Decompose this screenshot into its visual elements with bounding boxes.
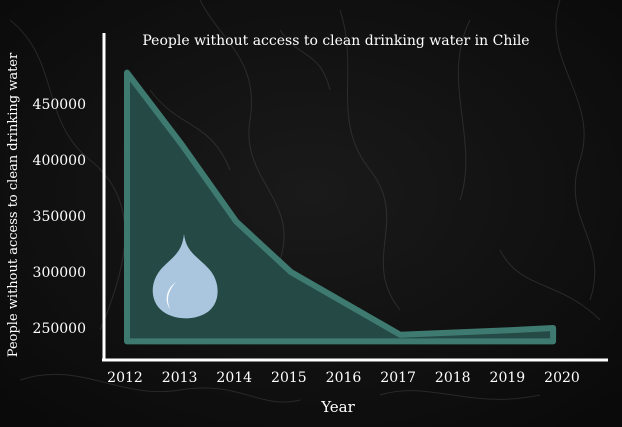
x-tick-label: 2018 bbox=[435, 370, 471, 386]
x-tick-label: 2017 bbox=[380, 370, 416, 386]
x-tick-label: 2016 bbox=[326, 370, 362, 386]
y-tick-label: 400000 bbox=[33, 153, 86, 169]
x-tick-label: 2015 bbox=[271, 370, 307, 386]
x-tick-label: 2012 bbox=[107, 370, 143, 386]
x-tick-label: 2020 bbox=[544, 370, 580, 386]
series-area bbox=[124, 69, 557, 345]
y-tick-label: 300000 bbox=[33, 265, 86, 281]
chart-title: People without access to clean drinking … bbox=[142, 33, 529, 49]
y-tick-label: 450000 bbox=[33, 97, 86, 113]
x-tick-label: 2019 bbox=[490, 370, 526, 386]
x-tick-label: 2014 bbox=[216, 370, 252, 386]
water-drop-icon bbox=[152, 234, 218, 319]
background-texture bbox=[9, 0, 601, 403]
x-tick-label: 2013 bbox=[162, 370, 198, 386]
y-tick-label: 250000 bbox=[33, 321, 86, 337]
y-tick-label: 350000 bbox=[33, 209, 86, 225]
x-axis-label: Year bbox=[320, 398, 355, 416]
y-axis-label: People without access to clean drinking … bbox=[6, 52, 21, 357]
